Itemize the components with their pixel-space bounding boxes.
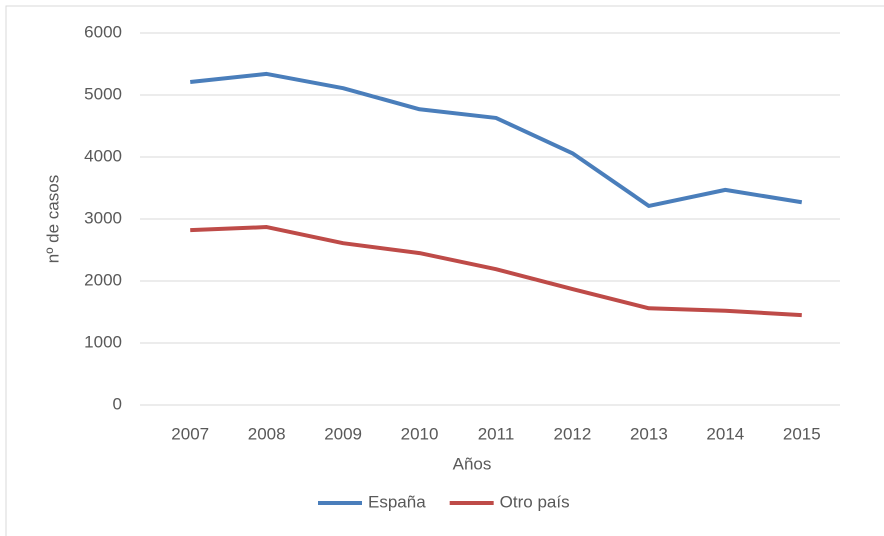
x-axis-title: Años bbox=[453, 454, 492, 473]
x-tick-label: 2012 bbox=[554, 424, 592, 443]
x-tick-label: 2014 bbox=[706, 424, 744, 443]
y-tick-label: 1000 bbox=[84, 332, 122, 351]
x-tick-label: 2013 bbox=[630, 424, 668, 443]
series-line bbox=[190, 225, 802, 318]
x-tick-label: 2010 bbox=[401, 424, 439, 443]
y-tick-label: 3000 bbox=[84, 208, 122, 227]
y-axis-title: nº de casos bbox=[43, 175, 62, 263]
x-tick-label: 2007 bbox=[171, 424, 209, 443]
legend-label: España bbox=[368, 492, 426, 511]
chart-border bbox=[5, 5, 884, 536]
x-tick-label: 2009 bbox=[324, 424, 362, 443]
x-tick-label: 2008 bbox=[248, 424, 286, 443]
y-tick-label: 0 bbox=[113, 394, 122, 413]
legend-label: Otro país bbox=[500, 492, 570, 511]
x-tick-label: 2011 bbox=[478, 424, 515, 443]
y-tick-label: 2000 bbox=[84, 270, 122, 289]
series-line bbox=[190, 71, 803, 208]
x-tick-label: 2015 bbox=[783, 424, 821, 443]
y-tick-label: 5000 bbox=[84, 84, 122, 103]
y-tick-label: 6000 bbox=[84, 22, 122, 41]
y-tick-label: 4000 bbox=[84, 146, 122, 165]
